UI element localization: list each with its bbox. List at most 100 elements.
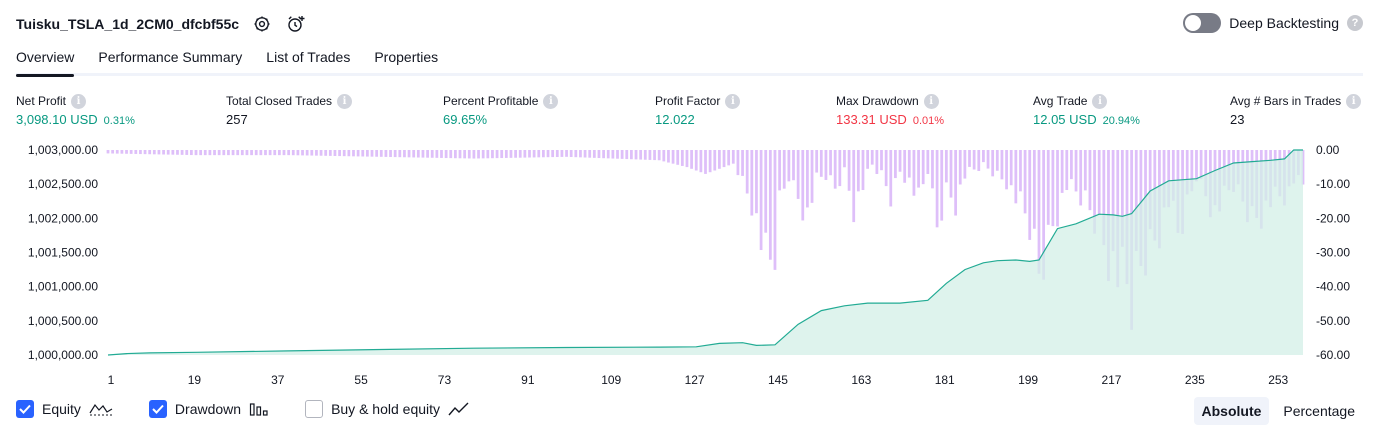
absolute-button[interactable]: Absolute — [1193, 397, 1270, 425]
drawdown-bar — [1051, 150, 1055, 227]
drawdown-bar — [963, 150, 967, 179]
drawdown-bar — [884, 150, 888, 187]
legend-equity[interactable]: Equity — [16, 400, 113, 418]
drawdown-bar — [421, 150, 425, 158]
metric-avg-trade: Avg Trade i 12.05 USD 20.94% — [1033, 92, 1140, 127]
drawdown-bar — [347, 150, 351, 157]
x-axis-tick: 73 — [438, 373, 452, 387]
drawdown-bar — [361, 150, 365, 157]
legend-drawdown[interactable]: Drawdown — [148, 400, 269, 418]
drawdown-bar — [1148, 150, 1152, 230]
drawdown-bar — [162, 150, 165, 155]
drawdown-bar — [625, 150, 629, 160]
drawdown-bar — [240, 150, 244, 156]
drawdown-bar — [1088, 150, 1092, 211]
drawdown-bar — [268, 150, 272, 156]
drawdown-bar — [588, 150, 592, 158]
add-alert-icon[interactable] — [285, 13, 307, 35]
drawdown-bar — [787, 150, 791, 182]
drawdown-checkbox[interactable] — [148, 400, 167, 418]
x-axis-tick: 37 — [271, 373, 285, 387]
drawdown-bar — [958, 150, 962, 185]
left-axis-tick: 1,000,500.00 — [28, 314, 98, 328]
drawdown-bar — [157, 150, 161, 155]
drawdown-bar — [583, 150, 587, 158]
metric-sub: 0.01% — [912, 115, 945, 127]
x-axis-tick: 55 — [354, 373, 368, 387]
drawdown-bar — [152, 150, 156, 155]
equity-checkbox[interactable] — [16, 400, 34, 418]
x-axis-tick: 199 — [1018, 373, 1038, 387]
buy-hold-checkbox[interactable] — [305, 400, 324, 418]
info-icon[interactable]: i — [923, 93, 939, 109]
info-icon[interactable]: i — [725, 93, 741, 109]
drawdown-bar — [870, 150, 874, 165]
drawdown-bar — [824, 150, 828, 180]
drawdown-bar — [199, 150, 203, 156]
drawdown-bar — [921, 150, 925, 185]
right-axis-tick: -10.00 — [1316, 177, 1350, 191]
metric-profit-factor: Profit Factor i 12.022 — [655, 92, 741, 127]
drawdown-bar — [189, 150, 193, 156]
drawdown-bar — [852, 150, 856, 223]
info-icon[interactable]: i — [337, 93, 353, 109]
drawdown-bar — [407, 150, 411, 158]
drawdown-bar — [926, 150, 930, 174]
metric-value: 257 — [226, 112, 248, 127]
info-icon[interactable]: i — [1346, 93, 1362, 109]
drawdown-bar — [139, 150, 142, 155]
drawdown-bar — [894, 150, 897, 179]
drawdown-bar — [1185, 150, 1189, 195]
drawdown-bar — [528, 150, 531, 158]
drawdown-bar — [759, 150, 763, 251]
tab-list-of-trades[interactable]: List of Trades — [266, 49, 351, 65]
drawdown-bar — [912, 150, 916, 196]
x-axis-tick: 235 — [1185, 373, 1205, 387]
drawdown-bar — [1019, 150, 1022, 192]
legend-buy-hold[interactable]: Buy & hold equity — [305, 400, 470, 418]
left-axis-tick: 1,003,000.00 — [28, 143, 98, 157]
drawdown-bar — [1134, 150, 1138, 251]
drawdown-bar — [801, 150, 805, 221]
drawdown-bar — [856, 150, 860, 192]
drawdown-bar — [986, 150, 990, 169]
equity-drawdown-chart[interactable]: 1,003,000.00 1,002,500.00 1,002,000.00 1,00… — [0, 140, 1379, 390]
drawdown-bar — [426, 150, 429, 158]
drawdown-bar — [616, 150, 619, 159]
drawdown-bar — [727, 150, 731, 166]
drawdown-bar — [968, 150, 971, 167]
drawdown-bar — [379, 150, 383, 157]
drawdown-bar — [898, 150, 902, 172]
metric-percent-profitable: Percent Profitable i 69.65% — [443, 92, 559, 127]
right-axis-tick: -50.00 — [1316, 314, 1350, 328]
drawdown-bar — [690, 150, 693, 169]
drawdown-bar — [935, 150, 939, 228]
drawdown-bar — [120, 150, 124, 154]
x-axis-tick: 145 — [768, 373, 788, 387]
drawdown-bar — [806, 150, 809, 208]
drawdown-bar — [500, 150, 504, 159]
tab-overview[interactable]: Overview — [16, 46, 75, 77]
help-icon[interactable]: ? — [1347, 15, 1363, 31]
info-icon[interactable]: i — [543, 93, 559, 109]
drawdown-bar — [653, 150, 656, 161]
percentage-button[interactable]: Percentage — [1283, 403, 1355, 419]
strategy-title: Tuisku_TSLA_1d_2CM0_dfcbf55c — [16, 16, 240, 32]
info-icon[interactable]: i — [1092, 93, 1108, 109]
info-icon[interactable]: i — [71, 93, 87, 109]
tab-properties[interactable]: Properties — [374, 49, 439, 65]
drawdown-bar — [532, 150, 536, 158]
drawdown-bar — [403, 150, 406, 158]
tab-performance-summary[interactable]: Performance Summary — [98, 49, 243, 65]
drawdown-bar — [213, 150, 216, 156]
metric-value: 133.31 USD — [836, 112, 907, 127]
drawdown-bar — [338, 150, 341, 157]
drawdown-bar — [1190, 150, 1194, 192]
gear-icon[interactable] — [251, 13, 273, 35]
right-axis-tick: -60.00 — [1316, 348, 1350, 362]
drawdown-bar — [1056, 150, 1059, 227]
legend-label: Equity — [42, 401, 81, 417]
deep-backtesting-toggle[interactable] — [1183, 13, 1222, 33]
drawdown-bar — [217, 150, 221, 156]
drawdown-bar — [713, 150, 717, 171]
